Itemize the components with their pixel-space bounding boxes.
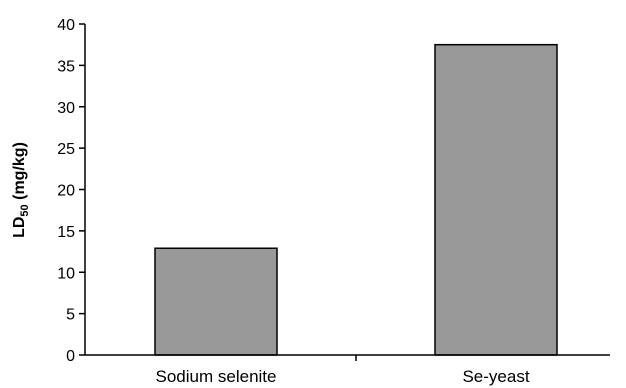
y-tick-label-35: 35 — [57, 58, 75, 75]
x-tick-label-se-yeast: Se-yeast — [462, 367, 529, 386]
x-tick-label-sodium-selenite: Sodium selenite — [156, 367, 277, 386]
y-tick-label-10: 10 — [57, 265, 75, 282]
y-tick-label-30: 30 — [57, 100, 75, 117]
plot-area: 0 5 10 15 20 25 30 35 40 Sodium selenite Se-yeast — [57, 17, 610, 386]
y-axis-label: LD50 (mg/kg) — [11, 142, 31, 238]
y-tick-label-20: 20 — [57, 183, 75, 200]
y-tick-label-40: 40 — [57, 17, 75, 34]
y-tick-label-25: 25 — [57, 141, 75, 158]
y-axis-title: LD50 (mg/kg) — [11, 142, 31, 238]
bar-sodium-selenite — [154, 247, 278, 356]
y-tick-label-5: 5 — [66, 307, 75, 324]
bar-se-yeast — [434, 43, 558, 356]
y-tick-label-15: 15 — [57, 224, 75, 241]
y-tick-label-0: 0 — [66, 348, 75, 365]
